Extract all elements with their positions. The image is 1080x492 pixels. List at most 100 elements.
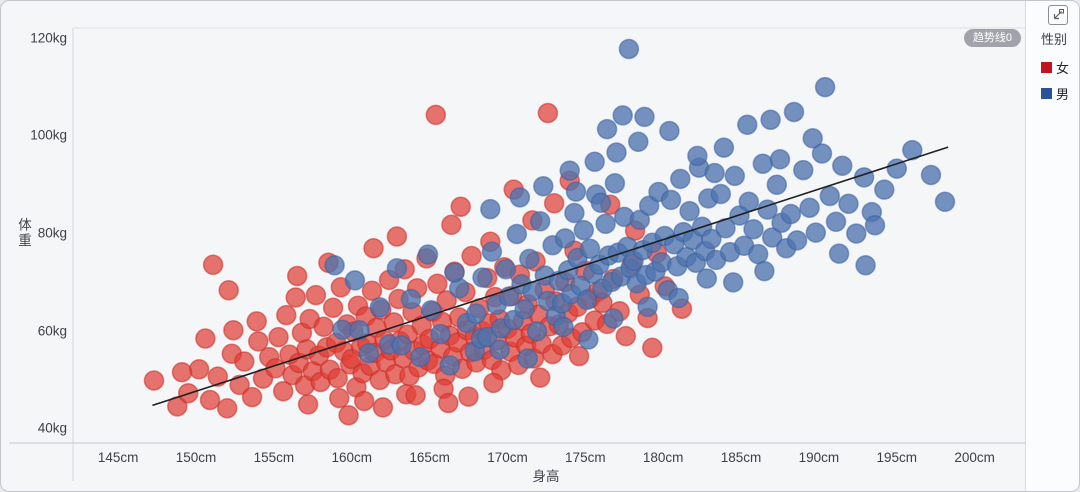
scatter-point-male[interactable] xyxy=(430,323,451,345)
scatter-point-male[interactable] xyxy=(832,155,853,176)
scatter-point-male[interactable] xyxy=(799,197,820,218)
scatter-point-male[interactable] xyxy=(811,143,833,164)
scatter-point-male[interactable] xyxy=(920,164,942,186)
scatter-point-male[interactable] xyxy=(466,303,487,324)
scatter-point-male[interactable] xyxy=(637,296,658,318)
scatter-point-male[interactable] xyxy=(480,198,501,220)
scatter-point-female[interactable] xyxy=(438,392,459,414)
scatter-point-female[interactable] xyxy=(327,367,348,389)
scatter-point-female[interactable] xyxy=(272,380,294,402)
scatter-point-male[interactable] xyxy=(874,179,895,200)
scatter-point-male[interactable] xyxy=(659,120,680,142)
scatter-point-male[interactable] xyxy=(634,106,655,128)
scatter-point-male[interactable] xyxy=(886,158,908,179)
scatter-point-male[interactable] xyxy=(590,192,612,214)
scatter-point-male[interactable] xyxy=(526,320,548,342)
scatter-point-male[interactable] xyxy=(752,153,774,174)
scatter-point-female[interactable] xyxy=(353,390,375,412)
scatter-point-female[interactable] xyxy=(537,102,559,124)
scatter-point-female[interactable] xyxy=(241,386,263,408)
scatter-point-female[interactable] xyxy=(207,366,229,387)
scatter-point-female[interactable] xyxy=(216,398,238,419)
scatter-point-male[interactable] xyxy=(514,298,535,320)
scatter-point-male[interactable] xyxy=(517,348,538,369)
scatter-point-female[interactable] xyxy=(363,237,384,259)
scatter-point-male[interactable] xyxy=(519,248,540,270)
scatter-point-male[interactable] xyxy=(559,160,580,181)
scatter-point-male[interactable] xyxy=(819,185,841,207)
scatter-point-female[interactable] xyxy=(313,316,334,338)
scatter-point-male[interactable] xyxy=(710,183,732,205)
scatter-point-male[interactable] xyxy=(793,159,814,181)
scatter-point-female[interactable] xyxy=(322,297,344,319)
scatter-point-female[interactable] xyxy=(361,280,383,301)
scatter-point-male[interactable] xyxy=(417,244,439,265)
scatter-point-female[interactable] xyxy=(202,254,224,276)
scatter-point-male[interactable] xyxy=(344,270,366,291)
scatter-point-female[interactable] xyxy=(246,311,267,332)
scatter-point-male[interactable] xyxy=(825,211,847,233)
scatter-point-female[interactable] xyxy=(450,196,471,217)
scatter-point-male[interactable] xyxy=(618,38,640,60)
scatter-point-male[interactable] xyxy=(576,289,598,311)
scatter-point-female[interactable] xyxy=(543,193,565,214)
scatter-point-female[interactable] xyxy=(305,284,327,306)
scatter-point-male[interactable] xyxy=(668,287,689,309)
scatter-point-male[interactable] xyxy=(444,262,465,283)
scatter-point-male[interactable] xyxy=(489,339,510,360)
scatter-point-female[interactable] xyxy=(171,361,193,383)
scatter-point-male[interactable] xyxy=(780,203,802,225)
scatter-point-male[interactable] xyxy=(603,308,624,329)
scatter-point-female[interactable] xyxy=(529,367,551,388)
scatter-point-male[interactable] xyxy=(701,228,722,250)
scatter-point-male[interactable] xyxy=(565,181,587,202)
scatter-point-male[interactable] xyxy=(722,272,744,293)
scatter-point-female[interactable] xyxy=(441,214,462,236)
scatter-point-male[interactable] xyxy=(324,255,345,276)
scatter-point-male[interactable] xyxy=(332,319,353,340)
scatter-point-male[interactable] xyxy=(629,209,651,231)
scatter-point-male[interactable] xyxy=(743,218,764,240)
scatter-point-male[interactable] xyxy=(369,297,391,318)
scatter-point-male[interactable] xyxy=(506,223,528,245)
scatter-point-male[interactable] xyxy=(855,255,876,276)
scatter-point-male[interactable] xyxy=(533,175,554,197)
scatter-point-male[interactable] xyxy=(704,162,725,184)
scatter-point-male[interactable] xyxy=(509,187,531,208)
scatter-point-male[interactable] xyxy=(760,109,781,131)
scatter-point-male[interactable] xyxy=(358,342,380,364)
scatter-point-male[interactable] xyxy=(687,145,708,167)
legend-item-female[interactable]: 女 xyxy=(1041,58,1079,77)
scatter-point-female[interactable] xyxy=(143,370,165,391)
scatter-point-female[interactable] xyxy=(268,326,289,348)
scatter-point-male[interactable] xyxy=(400,288,422,310)
scatter-point-female[interactable] xyxy=(248,331,269,352)
legend-item-male[interactable]: 男 xyxy=(1041,84,1079,103)
scatter-point-male[interactable] xyxy=(747,243,769,265)
scatter-point-male[interactable] xyxy=(670,168,691,190)
scatter-point-male[interactable] xyxy=(814,76,836,98)
expand-button[interactable] xyxy=(1048,5,1068,25)
scatter-point-female[interactable] xyxy=(276,304,297,326)
scatter-point-female[interactable] xyxy=(568,345,590,367)
scatter-point-male[interactable] xyxy=(769,149,791,170)
scatter-point-male[interactable] xyxy=(579,238,601,259)
scatter-point-male[interactable] xyxy=(738,191,760,213)
scatter-point-female[interactable] xyxy=(425,104,447,126)
scatter-point-female[interactable] xyxy=(427,273,448,295)
scatter-point-male[interactable] xyxy=(481,241,503,262)
scatter-point-female[interactable] xyxy=(195,328,216,349)
scatter-point-male[interactable] xyxy=(934,191,956,213)
scatter-point-male[interactable] xyxy=(679,200,700,222)
scatter-point-female[interactable] xyxy=(329,387,350,409)
scatter-point-female[interactable] xyxy=(199,389,221,411)
scatter-point-female[interactable] xyxy=(615,325,637,347)
scatter-point-female[interactable] xyxy=(405,384,426,406)
scatter-point-male[interactable] xyxy=(846,223,867,244)
scatter-point-male[interactable] xyxy=(660,189,682,211)
scatter-point-male[interactable] xyxy=(802,128,823,149)
scatter-point-male[interactable] xyxy=(584,151,605,173)
scatter-point-male[interactable] xyxy=(805,222,827,243)
scatter-point-female[interactable] xyxy=(386,226,408,247)
scatter-point-female[interactable] xyxy=(229,374,250,396)
